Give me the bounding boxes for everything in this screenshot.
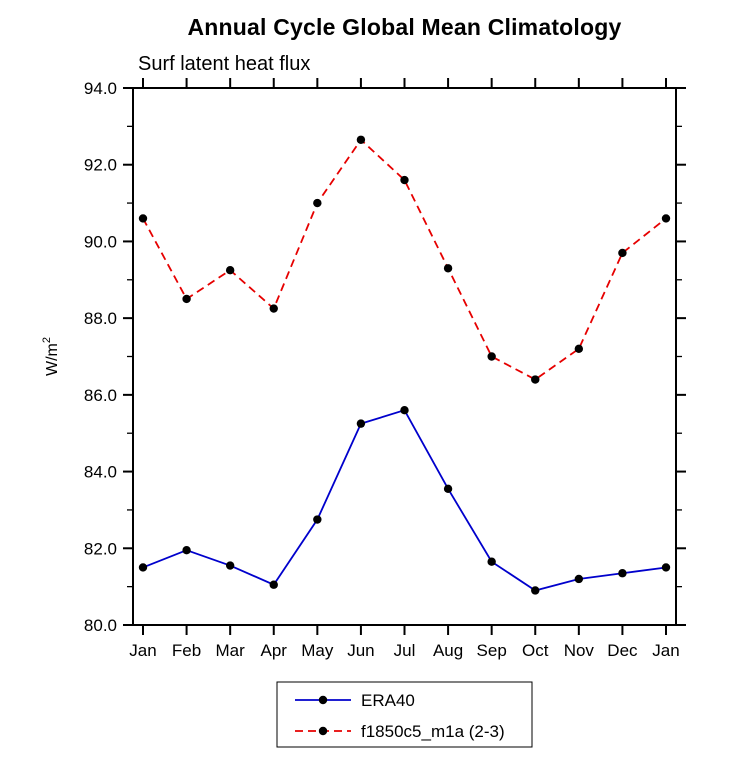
data-point-marker xyxy=(618,569,627,578)
y-tick-label: 94.0 xyxy=(84,79,117,98)
series-line-f1850c5-m1a-2-3- xyxy=(142,138,667,381)
data-point-marker xyxy=(661,214,671,223)
x-tick-label: Apr xyxy=(261,641,288,660)
y-tick-label: 82.0 xyxy=(84,539,117,558)
y-tick-label: 84.0 xyxy=(84,463,117,482)
x-tick-label: May xyxy=(301,641,334,660)
y-tick-label: 90.0 xyxy=(84,232,117,251)
y-tick-label: 80.0 xyxy=(84,616,117,635)
data-point-marker xyxy=(487,557,496,566)
legend-box xyxy=(276,681,533,748)
x-tick-label: Dec xyxy=(607,641,638,660)
data-point-marker xyxy=(138,214,148,223)
series-line-era40 xyxy=(142,409,667,592)
legend-marker xyxy=(318,695,328,705)
data-point-marker xyxy=(443,484,453,494)
chart-title: Annual Cycle Global Mean Climatology xyxy=(187,14,622,40)
legend-label: ERA40 xyxy=(361,691,415,710)
data-point-marker xyxy=(574,344,584,354)
x-tick-label: Aug xyxy=(433,641,463,660)
data-point-marker xyxy=(182,546,191,555)
chart-subtitle: Surf latent heat flux xyxy=(138,53,311,75)
x-tick-label: Mar xyxy=(216,641,246,660)
data-point-marker xyxy=(182,294,191,304)
data-point-marker xyxy=(400,406,409,415)
data-point-marker xyxy=(443,264,453,273)
data-point-marker xyxy=(574,574,584,584)
data-point-marker xyxy=(356,135,366,144)
x-tick-label: Jan xyxy=(652,641,679,660)
data-point-marker xyxy=(356,419,366,428)
x-tick-label: Jul xyxy=(394,641,416,660)
legend-marker xyxy=(318,726,328,736)
data-point-marker xyxy=(138,563,148,572)
data-point-marker xyxy=(269,580,278,589)
data-point-marker xyxy=(487,352,496,361)
data-point-marker xyxy=(531,586,540,595)
y-tick-label: 86.0 xyxy=(84,386,117,405)
data-point-marker xyxy=(313,198,322,208)
data-point-marker xyxy=(618,248,627,258)
y-tick-label: 88.0 xyxy=(84,309,117,328)
y-tick-label: 92.0 xyxy=(84,156,117,175)
data-point-marker xyxy=(313,515,322,524)
data-point-marker xyxy=(661,563,671,572)
y-axis-label: W/m2 xyxy=(41,337,61,376)
data-point-marker xyxy=(225,265,235,275)
x-tick-label: Jun xyxy=(347,641,374,660)
x-tick-label: Nov xyxy=(564,641,595,660)
data-point-marker xyxy=(225,561,235,570)
data-point-marker xyxy=(531,375,540,384)
x-tick-label: Jan xyxy=(129,641,156,660)
data-point-marker xyxy=(400,175,409,185)
x-tick-label: Oct xyxy=(522,641,549,660)
legend-label: f1850c5_m1a (2-3) xyxy=(361,722,505,741)
data-point-marker xyxy=(269,304,278,313)
plot-frame xyxy=(132,87,677,626)
x-tick-label: Sep xyxy=(477,641,507,660)
x-tick-label: Feb xyxy=(172,641,201,660)
